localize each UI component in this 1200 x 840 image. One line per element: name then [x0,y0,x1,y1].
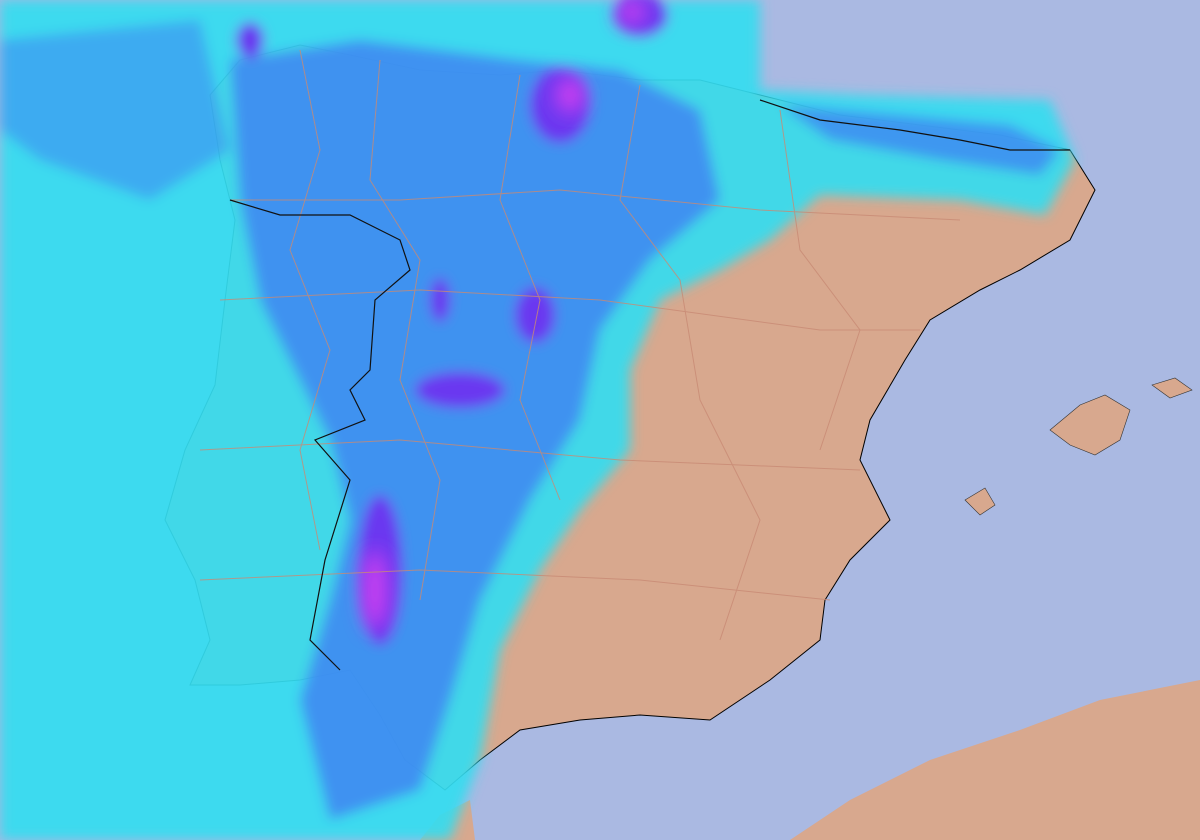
intense-rain-cell [363,550,387,630]
moderate-rain-area [230,40,720,820]
menorca [1151,377,1193,399]
precipitation [0,0,1075,840]
intense-rain-cell [556,77,584,113]
province-borders [199,49,961,641]
intense-rain-cell [618,0,646,24]
west-sea-rain [0,20,230,200]
border [369,59,441,601]
heavy-rain [236,22,264,58]
ibiza [964,487,996,516]
border [219,289,920,331]
heavy-rain [415,372,505,408]
border [619,84,761,641]
border [199,569,831,601]
portugal-border [229,199,411,671]
border [230,189,961,221]
heavy-rain [430,278,450,322]
border [199,439,861,471]
north-africa [790,680,1200,840]
country-borders [229,99,1070,671]
intense-rain [363,0,646,630]
heavy-rain [515,287,555,343]
mallorca [1049,394,1131,456]
border [289,49,331,551]
pyrenees-rain [780,105,1060,175]
france-border [759,99,1070,151]
border [779,109,861,451]
border [499,74,561,501]
